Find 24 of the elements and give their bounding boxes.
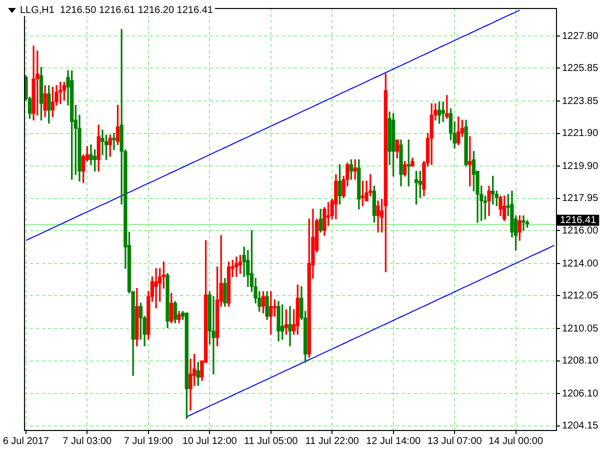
y-tick-label: 1217.95 [562,193,599,204]
y-tick-label: 1210.05 [562,323,599,334]
y-tick-label: 1219.90 [562,161,599,172]
y-tick-label: 1227.80 [562,30,599,42]
chart-title: LLG,H1 1216.50 1216.61 1216.20 1216.41 [20,5,213,16]
y-tick-label: 1212.05 [562,290,599,302]
y-tick-label: 1206.10 [562,388,599,400]
x-tick-label: 7 Jul 03:00 [62,436,112,447]
y-tick-label: 1208.10 [562,356,599,367]
x-tick-label: 11 Jul 22:00 [305,436,360,447]
y-tick-label: 1225.85 [562,62,599,74]
x-tick-label: 11 Jul 05:00 [244,436,298,447]
y-tick-label: 1221.90 [562,128,599,140]
x-tick-label: 6 Jul 2017 [2,436,50,447]
x-tick-label: 13 Jul 07:00 [427,436,482,447]
y-tick-label: 1223.85 [562,96,599,107]
ref-line-label: 1216.41 [560,215,597,226]
y-tick-label: 1214.00 [562,258,599,270]
x-tick-label: 14 Jul 00:00 [488,436,544,447]
x-tick-label: 10 Jul 12:00 [182,436,238,447]
y-tick-label: 1216.00 [562,225,599,236]
x-tick-label: 7 Jul 19:00 [124,436,174,447]
y-tick-label: 1204.15 [562,420,599,432]
x-tick-label: 12 Jul 14:00 [366,436,422,447]
